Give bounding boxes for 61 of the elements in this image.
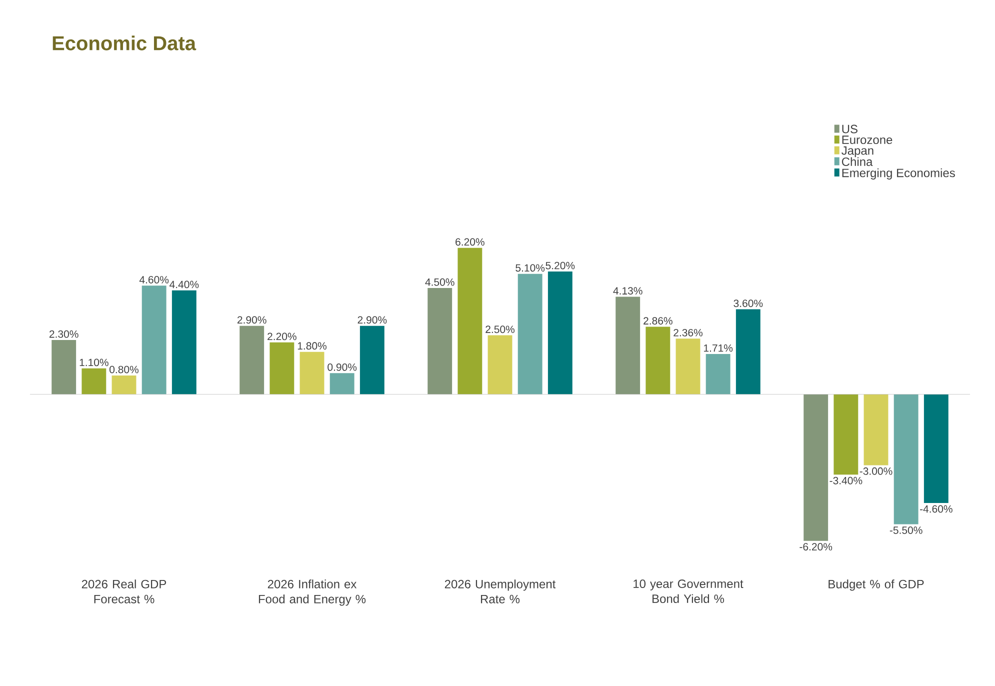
data-label: 1.10% [80, 358, 108, 366]
bar [270, 342, 294, 394]
data-label: 0.80% [110, 366, 139, 374]
chart-title: Economic Data [52, 36, 196, 50]
data-label: -4.60% [920, 505, 952, 513]
legend-label: China [842, 157, 873, 166]
bar [172, 290, 196, 394]
bar [330, 373, 354, 394]
data-label: 2.20% [268, 332, 296, 340]
bar [706, 354, 730, 394]
data-label: 6.20% [456, 238, 484, 246]
legend-label: US [842, 124, 858, 134]
x-tick-label: Budget % of GDP [828, 580, 924, 591]
x-tick-label: 2026 Inflation ex Food and Energy % [258, 580, 366, 606]
bar [360, 326, 384, 394]
bar [548, 271, 572, 394]
legend-label: Eurozone [842, 136, 892, 144]
data-label: 1.80% [298, 342, 327, 350]
data-label: -6.20% [800, 543, 832, 550]
bar [834, 394, 858, 475]
bar [646, 326, 670, 394]
bar [300, 352, 324, 394]
bar [240, 326, 264, 394]
bar [864, 394, 888, 466]
data-label: 0.90% [328, 363, 357, 371]
bar [82, 368, 106, 394]
data-label: 5.20% [546, 262, 575, 270]
data-label: 3.60% [734, 300, 763, 308]
data-label: 5.10% [516, 264, 545, 272]
bar [518, 274, 542, 394]
data-label: 2.86% [644, 317, 672, 325]
data-label: 2.90% [237, 316, 266, 324]
data-label: 4.40% [170, 280, 199, 288]
legend-label: Emerging Economies [842, 168, 955, 180]
bar [142, 286, 166, 394]
x-tick-label: 2026 Real GDP Forecast % [82, 580, 166, 604]
data-label: 4.13% [613, 287, 642, 295]
data-label: 2.90% [358, 316, 387, 324]
bar [428, 288, 452, 394]
data-label: 4.50% [425, 278, 454, 286]
data-label: 1.71% [704, 344, 733, 352]
bar [676, 338, 700, 394]
data-label: -3.00% [860, 467, 892, 475]
data-label: 2.30% [49, 330, 78, 338]
legend-label: Japan [842, 146, 874, 158]
bar [924, 394, 948, 504]
bar [616, 296, 640, 394]
data-label: -5.50% [890, 526, 922, 534]
bar [52, 340, 76, 394]
bar [894, 394, 918, 524]
bar [112, 375, 136, 394]
bar [804, 394, 828, 541]
data-label: 4.60% [139, 276, 169, 284]
x-tick-label: 10 year Government Bond Yield % [634, 580, 744, 604]
x-tick-label: 2026 Unemployment Rate % [444, 580, 556, 604]
bar [458, 248, 482, 394]
bar [736, 309, 760, 394]
data-label: 2.50% [486, 326, 515, 334]
data-label: -3.40% [830, 476, 862, 484]
bar [488, 335, 512, 394]
data-label: 2.36% [674, 328, 703, 336]
